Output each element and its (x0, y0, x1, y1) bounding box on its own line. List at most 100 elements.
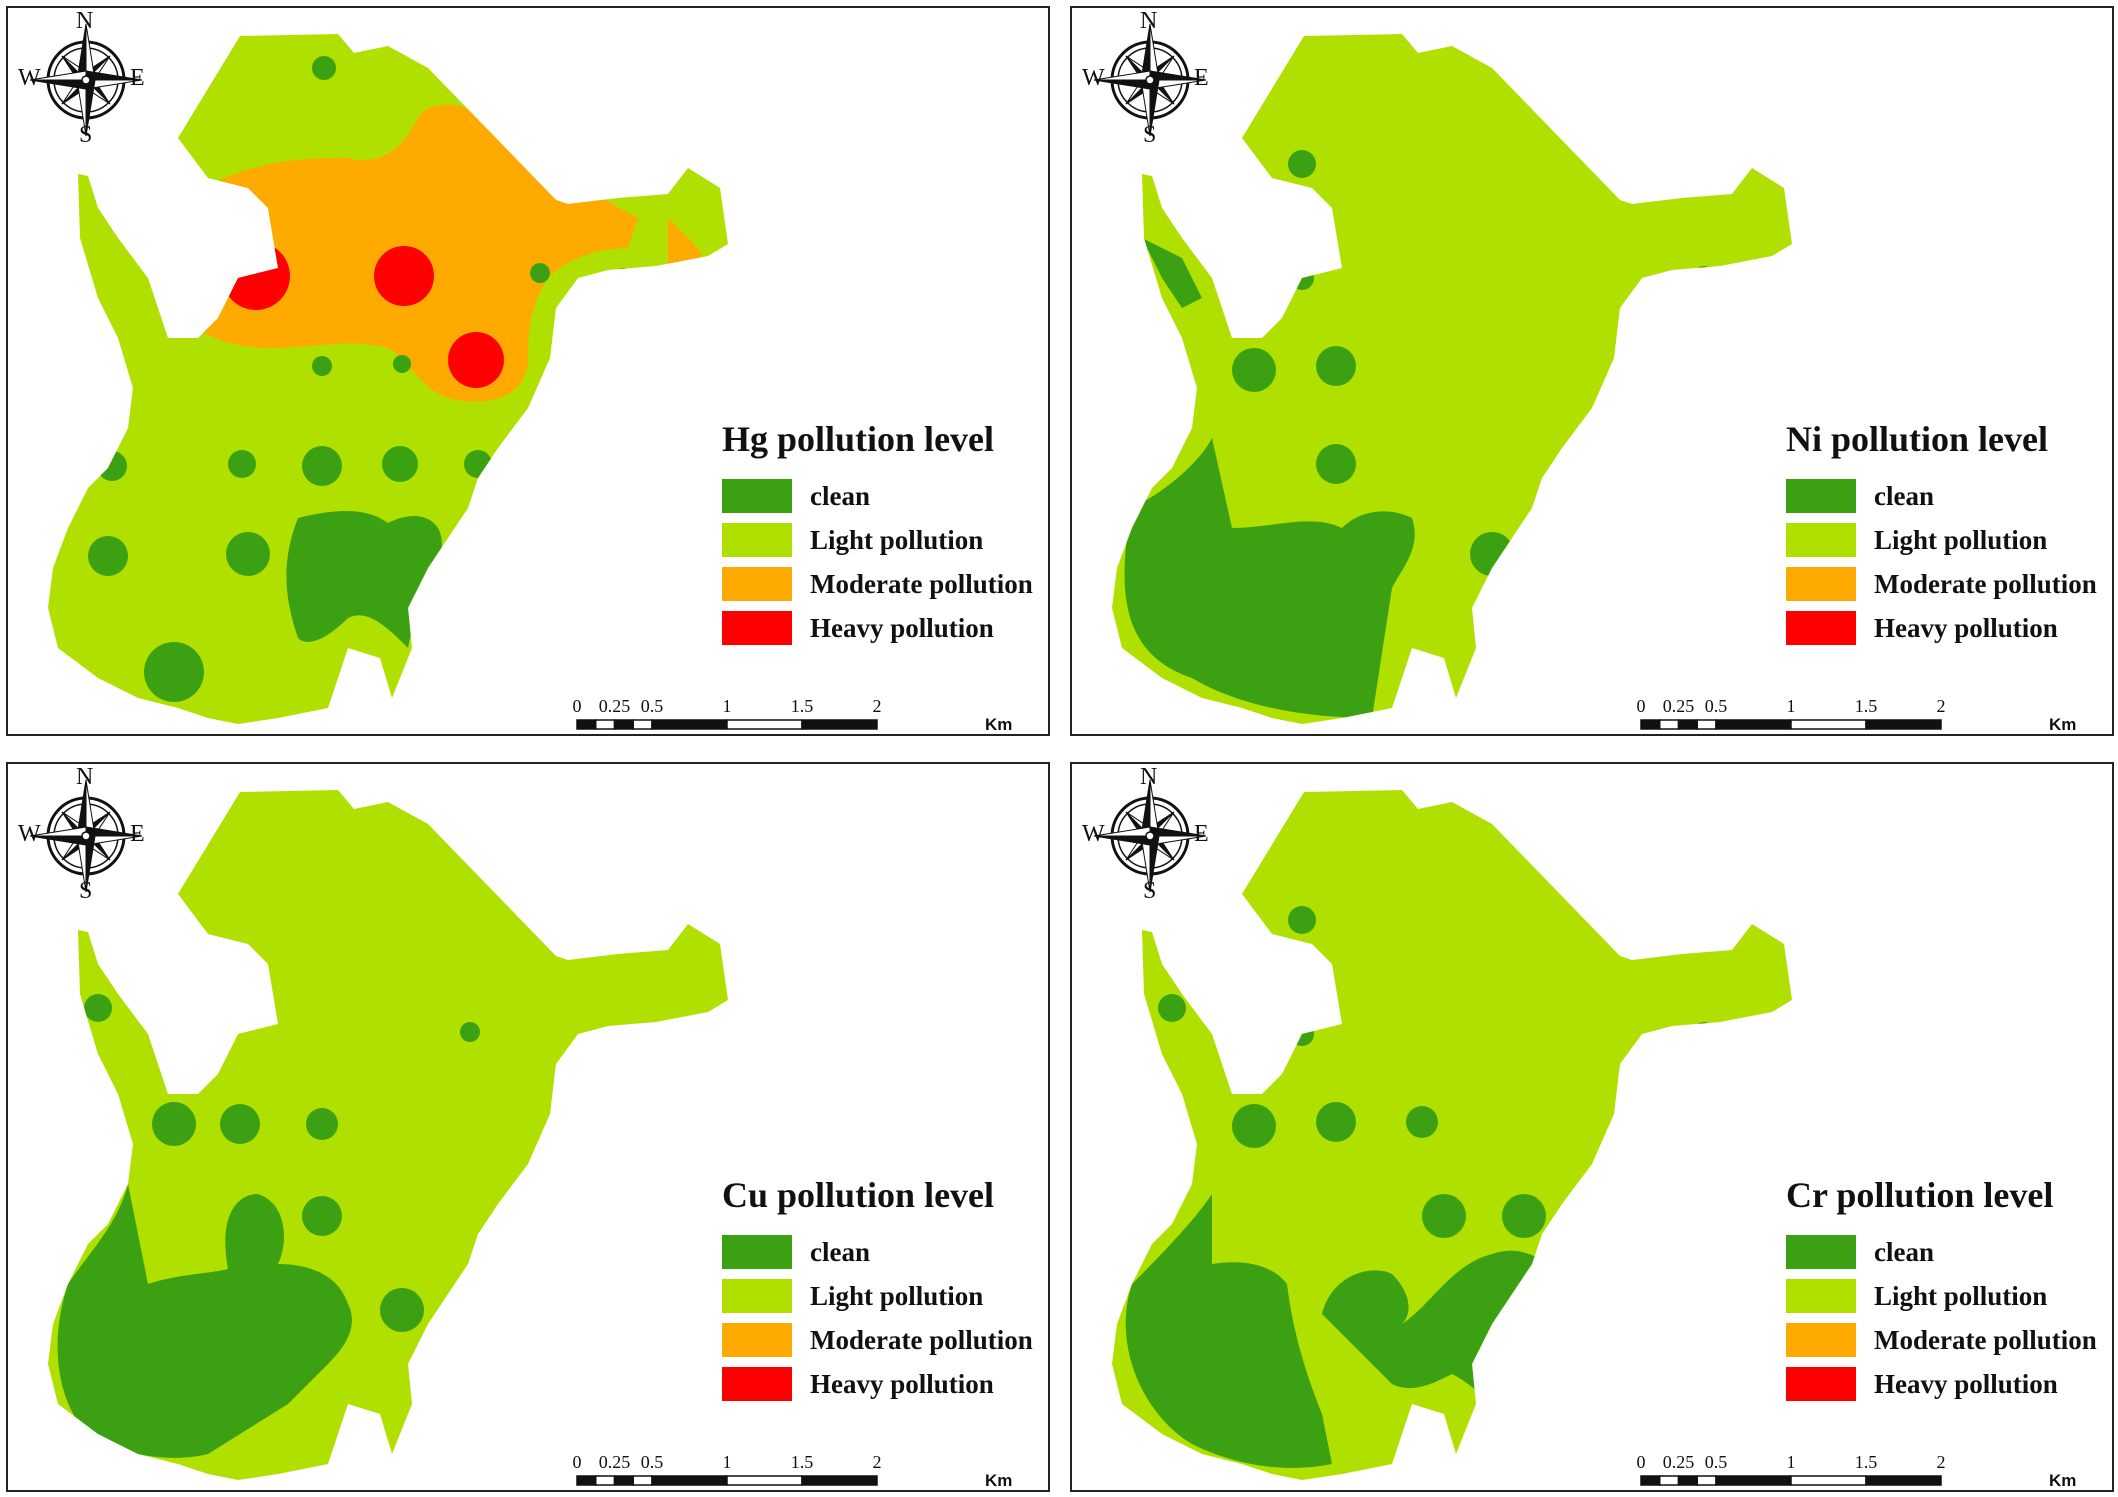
clean-zone (1406, 1106, 1438, 1138)
scale-bar: 0 0.25 0.5 1 1.5 2 Km (1635, 696, 2077, 734)
legend-title: Cr pollution level (1786, 1175, 2054, 1215)
legend-label: clean (810, 1236, 870, 1267)
scale-bar: 0 0.25 0.5 1 1.5 2 Km (571, 1452, 1013, 1490)
legend-item-light: Light pollution (722, 518, 1042, 562)
legend-label: Light pollution (810, 1280, 984, 1311)
clean-zone (1316, 1102, 1356, 1142)
legend-swatch (1786, 1367, 1856, 1401)
compass-rose-icon: N S W E (1082, 8, 1212, 148)
clean-zone (393, 355, 411, 373)
legend-label: clean (1874, 480, 1934, 511)
clean-zone (1890, 328, 1918, 356)
legend-swatch (1786, 1235, 1856, 1269)
clean-zone (1560, 530, 1600, 570)
legend-label: Heavy pollution (1874, 612, 2058, 643)
scale-tick-label: 1.5 (1854, 1452, 1878, 1472)
legend-item-moderate: Moderate pollution (722, 1318, 1042, 1362)
scale-tick-label: 0.5 (1704, 1452, 1728, 1472)
legend: Cr pollution level clean Light pollution M… (1786, 1174, 2106, 1406)
scale-bar: 0 0.25 0.5 1 1.5 2 Km (1635, 1452, 2077, 1490)
legend-label: Moderate pollution (810, 1324, 1033, 1355)
clean-zone (612, 268, 636, 292)
legend-swatch (1786, 611, 1856, 645)
legend-item-heavy: Heavy pollution (1786, 606, 2106, 650)
compass-west-label: W (1082, 65, 1105, 91)
legend: Cu pollution level clean Light pollution M… (722, 1174, 1042, 1406)
legend-label: Moderate pollution (1874, 568, 2097, 599)
clean-zone (1288, 150, 1316, 178)
legend-swatch (722, 1279, 792, 1313)
scale-tick-label: 1.5 (790, 696, 814, 716)
clean-zone (1142, 238, 1202, 308)
legend-swatch (722, 1367, 792, 1401)
legend-item-clean: clean (1786, 1230, 2106, 1274)
legend-label: Light pollution (810, 524, 984, 555)
compass-south-label: S (1143, 878, 1157, 904)
clean-zone (220, 1104, 260, 1144)
clean-zone (464, 450, 492, 478)
scale-bar-graphic (576, 719, 878, 730)
compass-north-label: N (1140, 764, 1158, 790)
scale-unit-label: Km (2049, 715, 2077, 734)
pollution-map-hg (48, 34, 728, 724)
legend-swatch (1786, 1279, 1856, 1313)
compass-north-label: N (76, 8, 94, 34)
legend-label: clean (810, 480, 870, 511)
compass-north-label: N (1140, 8, 1158, 34)
legend-item-light: Light pollution (1786, 518, 2106, 562)
scale-unit-label: Km (985, 715, 1013, 734)
legend-swatch (1786, 523, 1856, 557)
clean-zone (1316, 346, 1356, 386)
scale-tick-label: 0 (572, 696, 582, 716)
pollution-map-cu (48, 790, 728, 1480)
legend-item-heavy: Heavy pollution (1786, 1362, 2106, 1406)
compass-north-label: N (76, 764, 94, 790)
scale-tick-label: 2 (1936, 1452, 1946, 1472)
legend-swatch (722, 1235, 792, 1269)
legend-swatch (722, 479, 792, 513)
scale-tick-label: 0.25 (598, 696, 631, 716)
scale-tick-label: 0 (1636, 696, 1646, 716)
compass-east-label: E (1194, 65, 1209, 91)
legend-swatch (722, 611, 792, 645)
scale-bar-graphic (1640, 1475, 1942, 1486)
scale-tick-label: 1 (1786, 696, 1796, 716)
legend-label: Heavy pollution (810, 1368, 994, 1399)
legend-title: Hg pollution level (722, 419, 995, 459)
clean-zone (286, 511, 442, 648)
legend-label: clean (1874, 1236, 1934, 1267)
scale-tick-label: 0 (572, 1452, 582, 1472)
clean-zone (1890, 1084, 1918, 1112)
clean-zone (1694, 266, 1714, 286)
compass-south-label: S (79, 878, 93, 904)
clean-zone (312, 56, 336, 80)
clean-zone (228, 450, 256, 478)
legend-item-light: Light pollution (722, 1274, 1042, 1318)
clean-zone (84, 994, 112, 1022)
legend-item-heavy: Heavy pollution (722, 1362, 1042, 1406)
scale-tick-label: 1 (722, 696, 732, 716)
compass-east-label: E (130, 65, 145, 91)
legend-item-moderate: Moderate pollution (1786, 562, 2106, 606)
clean-zone (380, 1288, 424, 1332)
scale-tick-label: 1.5 (1854, 696, 1878, 716)
compass-east-label: E (1194, 821, 1209, 847)
clean-zone (302, 1196, 342, 1236)
clean-zone (306, 1108, 338, 1140)
legend-title: Cu pollution level (722, 1175, 995, 1215)
legend-item-light: Light pollution (1786, 1274, 2106, 1318)
scale-tick-label: 0.5 (640, 1452, 664, 1472)
clean-zone (1232, 1104, 1276, 1148)
scale-tick-label: 1.5 (790, 1452, 814, 1472)
legend-label: Moderate pollution (810, 568, 1033, 599)
compass-rose-icon: N S W E (1082, 764, 1212, 904)
map-panel-ni: N S W E Ni pollution level clean Light po… (1070, 6, 2114, 736)
scale-unit-label: Km (2049, 1471, 2077, 1490)
clean-zone (1288, 906, 1316, 934)
clean-zone (382, 446, 418, 482)
legend-item-moderate: Moderate pollution (722, 562, 1042, 606)
compass-south-label: S (1143, 122, 1157, 148)
legend: Ni pollution level clean Light pollution M… (1786, 418, 2106, 650)
legend-label: Light pollution (1874, 524, 2048, 555)
scale-tick-label: 0.5 (640, 696, 664, 716)
